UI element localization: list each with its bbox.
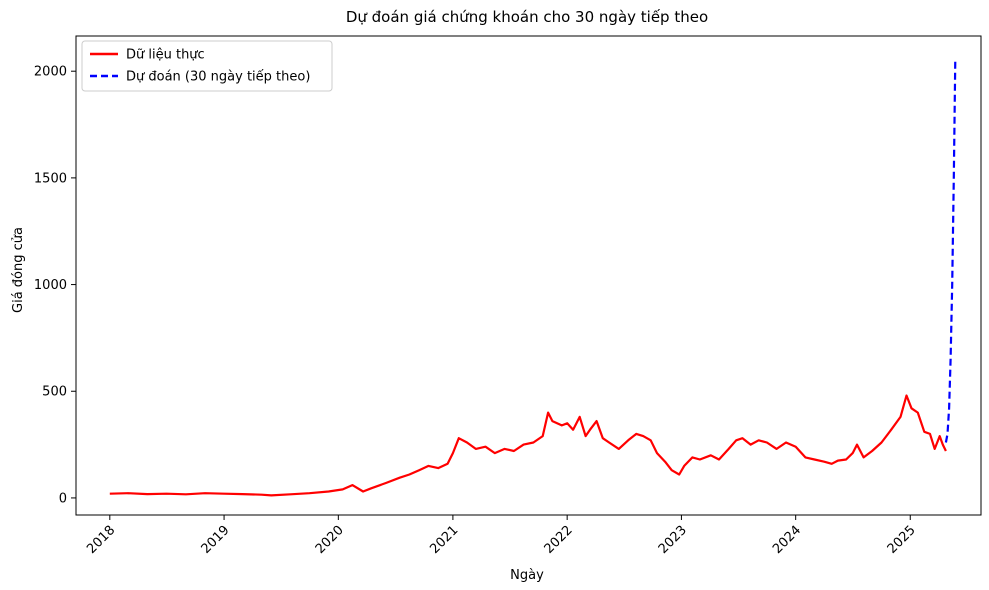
legend-box (81, 40, 333, 92)
chart-title: Dự đoán giá chứng khoán cho 30 ngày tiếp… (346, 8, 708, 26)
x-axis-label: Ngày (510, 568, 544, 583)
y-tick-label-2000: 2000 (34, 65, 67, 80)
plot-area (109, 58, 957, 497)
y-tick-label-500: 500 (42, 385, 67, 400)
x-axis: 2018 2019 2020 2021 2022 2023 2024 2025 (84, 515, 919, 557)
legend-label-forecast: Dự đoán (30 ngày tiếp theo) (126, 70, 310, 85)
y-tick-label-0: 0 (59, 491, 67, 506)
y-tick-label-1500: 1500 (34, 171, 67, 186)
x-tick-label-2019: 2019 (199, 523, 233, 557)
x-tick-label-2023: 2023 (656, 523, 690, 557)
x-tick-label-2020: 2020 (313, 523, 347, 557)
x-tick-label-2022: 2022 (542, 523, 576, 557)
y-axis-label: Giá đóng cửa (11, 227, 26, 313)
x-tick-label-2018: 2018 (84, 523, 118, 557)
plot-frame (75, 35, 982, 516)
legend-label-actual: Dữ liệu thực (126, 48, 205, 63)
y-axis: 0 500 1000 1500 2000 (34, 65, 76, 506)
y-tick-label-1000: 1000 (34, 278, 67, 293)
legend: Dữ liệu thực Dự đoán (30 ngày tiếp theo) (81, 40, 333, 92)
x-tick-label-2024: 2024 (770, 523, 804, 557)
x-tick-label-2025: 2025 (885, 523, 919, 557)
series-line-actual (109, 394, 947, 497)
series-line-forecast (944, 58, 957, 443)
x-tick-label-2021: 2021 (427, 523, 461, 557)
